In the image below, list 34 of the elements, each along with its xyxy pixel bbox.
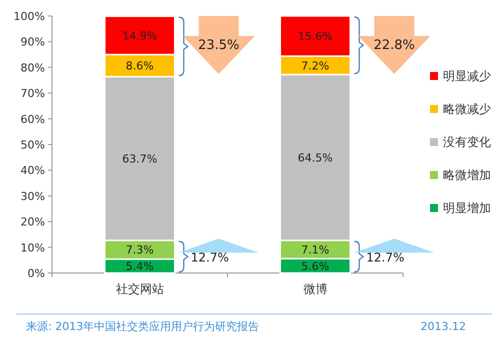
data-label: 63.7% — [122, 152, 158, 166]
data-label: 14.9% — [122, 29, 158, 42]
annotation: 12.7% — [190, 250, 229, 265]
y-tick-label: 90% — [20, 36, 45, 49]
x-tick-label: 微博 — [303, 282, 328, 296]
data-label: 5.6% — [301, 260, 330, 273]
legend-label: 略微减少 — [443, 102, 491, 116]
legend-label: 略微增加 — [443, 168, 491, 182]
source-note: 来源: 2013年中国社交类应用用户行为研究报告 — [26, 320, 260, 333]
annotation: 23.5% — [198, 38, 240, 53]
data-label: 15.6% — [298, 30, 333, 44]
y-tick-label: 70% — [20, 87, 45, 100]
legend-label: 没有变化 — [443, 135, 491, 149]
y-tick-label: 10% — [20, 241, 45, 254]
y-tick-label: 50% — [20, 138, 45, 152]
x-tick-label: 社交网站 — [116, 282, 164, 296]
annotation: 12.7% — [366, 250, 404, 265]
data-label: 64.5% — [298, 151, 333, 164]
legend-label: 明显减少 — [443, 69, 491, 83]
y-tick-label: 80% — [20, 61, 45, 74]
y-tick-label: 40% — [20, 164, 45, 178]
data-label: 7.1% — [301, 243, 330, 256]
text: 2013.12 — [420, 320, 466, 333]
data-label: 7.2% — [301, 59, 330, 72]
y-tick-label: 100% — [14, 10, 45, 23]
data-label: 8.6% — [126, 60, 154, 73]
legend-label: 明显增加 — [443, 201, 491, 215]
y-tick-label: 20% — [20, 216, 45, 229]
y-tick-label: 60% — [20, 112, 45, 126]
y-tick-label: 30% — [20, 190, 45, 203]
annotation: 22.8% — [374, 38, 415, 53]
data-label: 5.4% — [126, 260, 154, 274]
data-label: 7.3% — [126, 244, 154, 257]
y-tick-label: 0% — [28, 267, 45, 280]
